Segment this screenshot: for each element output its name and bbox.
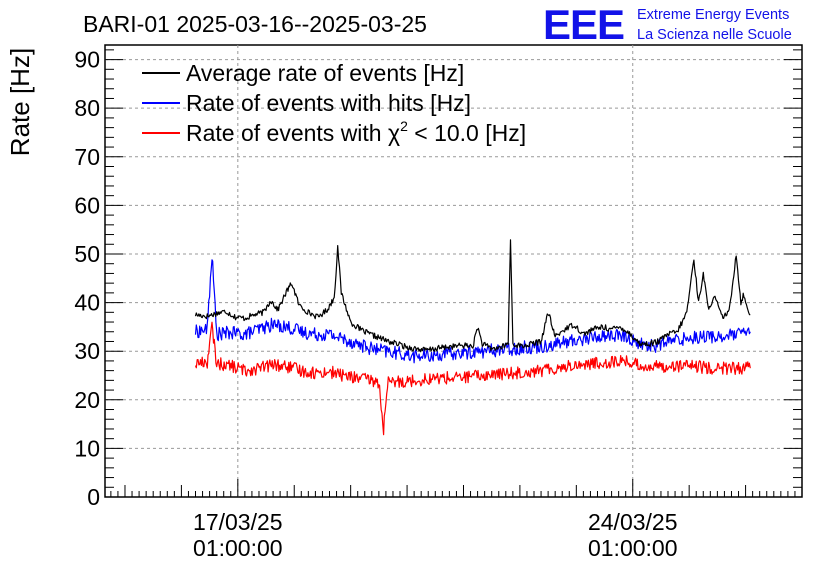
x-tick-label-date: 17/03/25	[193, 509, 283, 535]
x-tick-label-time: 01:00:00	[193, 535, 283, 561]
series-average-rate	[194, 239, 751, 353]
y-tick-label: 50	[74, 241, 100, 267]
y-tick-label: 10	[74, 435, 100, 461]
series-group	[194, 239, 751, 436]
legend-label-hits: Rate of events with hits [Hz]	[186, 90, 471, 116]
x-tick-label-time: 01:00:00	[588, 535, 678, 561]
y-tick-label: 70	[74, 144, 100, 170]
y-tick-label: 90	[74, 47, 100, 73]
y-tick-label: 30	[74, 338, 100, 364]
eee-logo: EEE	[543, 1, 624, 48]
x-tick-label-date: 24/03/25	[588, 509, 678, 535]
legend-label-chi2-suffix: < 10.0 [Hz]	[408, 120, 526, 146]
chart-title: BARI-01 2025-03-16--2025-03-25	[83, 11, 427, 37]
legend-label-chi2-sup: 2	[400, 118, 408, 134]
grid	[105, 45, 802, 497]
y-tick-label: 80	[74, 95, 100, 121]
legend-label-average: Average rate of events [Hz]	[186, 60, 464, 86]
plot-frame	[104, 44, 803, 498]
y-tick-label: 60	[74, 192, 100, 218]
series-chi2-rate	[194, 321, 751, 436]
axis-ticks	[105, 49, 803, 498]
legend-label-chi2-prefix: Rate of events with χ	[186, 120, 400, 146]
y-tick-labels: 0 10 20 30 40 50 60 70 80 90	[74, 47, 100, 510]
y-axis-title: Rate [Hz]	[5, 48, 35, 156]
legend: Average rate of events [Hz] Rate of even…	[142, 60, 526, 146]
legend-label-chi2: Rate of events with χ2 < 10.0 [Hz]	[186, 118, 526, 146]
y-tick-label: 40	[74, 290, 100, 316]
logo-line-2: La Scienza nelle Scuole	[637, 27, 792, 43]
series-hits-rate	[194, 259, 751, 364]
y-tick-label: 0	[87, 484, 100, 510]
logo-line-1: Extreme Energy Events	[637, 7, 789, 23]
y-tick-label: 20	[74, 387, 100, 413]
